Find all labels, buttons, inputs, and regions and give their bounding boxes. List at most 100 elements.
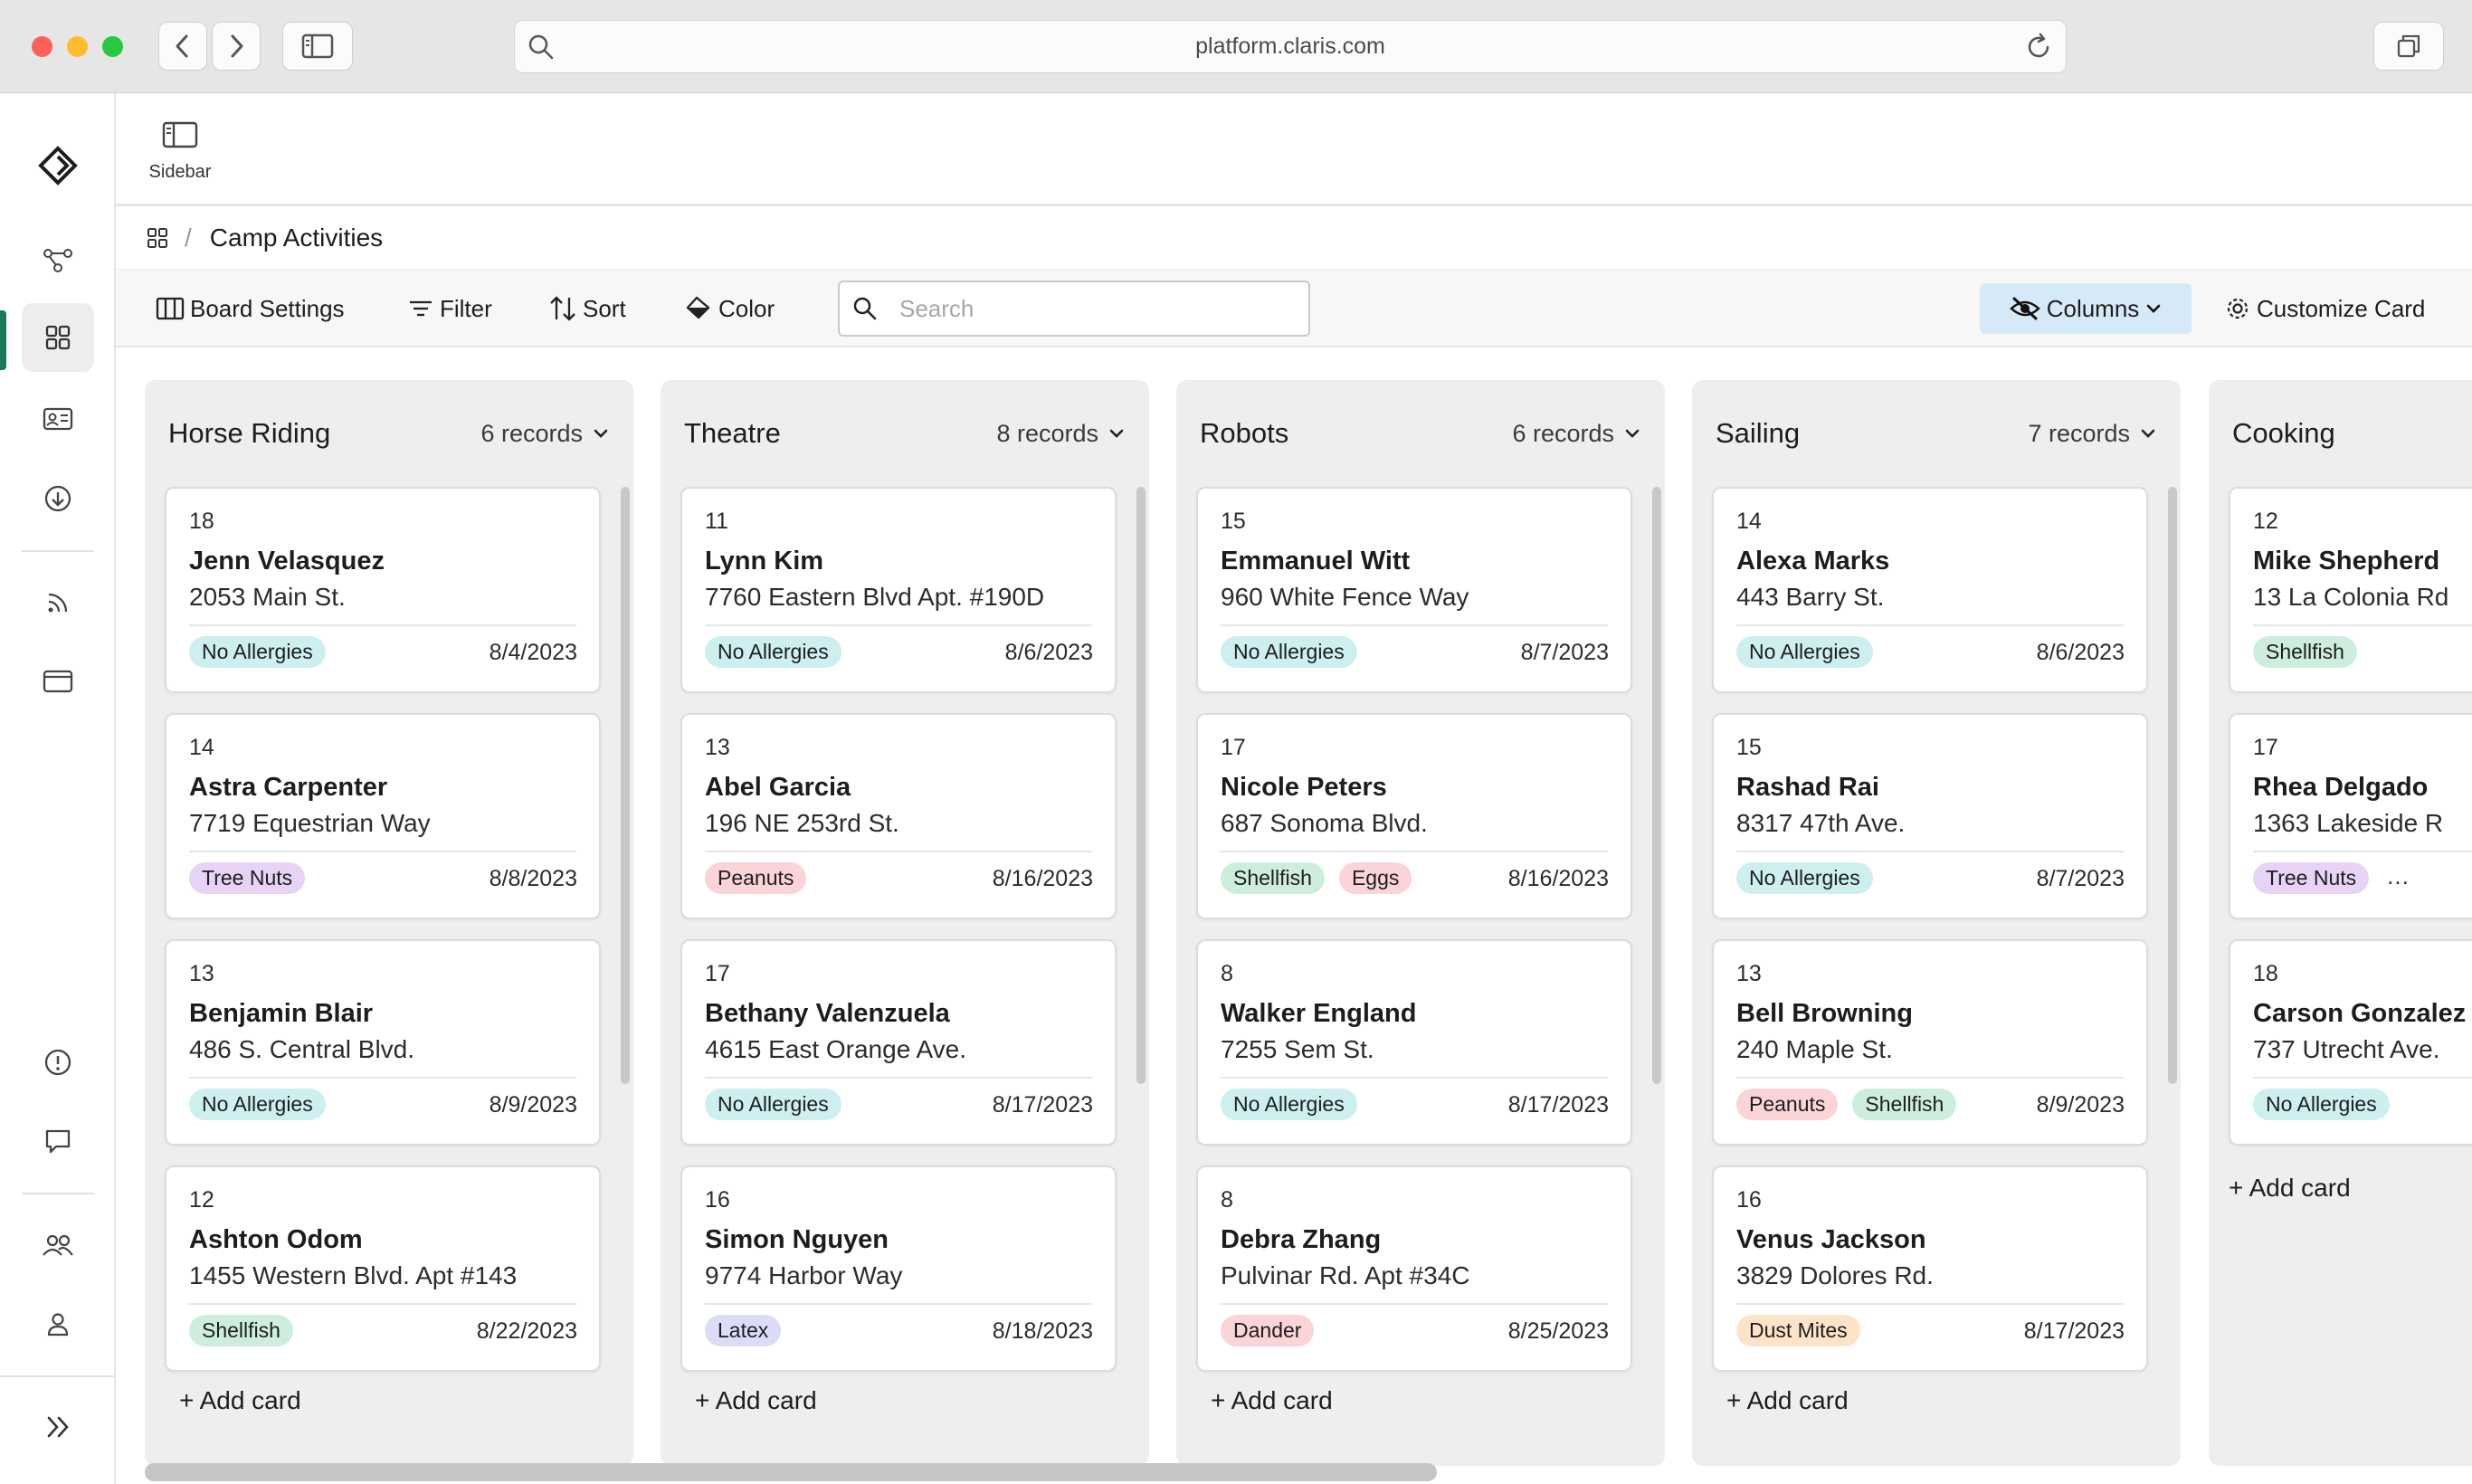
record-card[interactable]: 18 Jenn Velasquez 2053 Main St. No Allergie… bbox=[165, 487, 601, 693]
column-record-count[interactable]: 7 records bbox=[2028, 420, 2157, 448]
record-card[interactable]: 13 Benjamin Blair 486 S. Central Blvd. No A… bbox=[165, 939, 601, 1146]
card-address: 737 Utrecht Ave. bbox=[2253, 1035, 2440, 1063]
record-card[interactable]: 17 Bethany Valenzuela 4615 East Orange Ave… bbox=[680, 939, 1117, 1146]
zoom-window-button[interactable] bbox=[102, 36, 123, 57]
nav-alerts[interactable] bbox=[22, 1028, 94, 1097]
nav-account[interactable] bbox=[22, 1289, 94, 1358]
browser-sidebar-button[interactable] bbox=[282, 22, 353, 71]
add-card-button[interactable]: + Add card bbox=[1211, 1386, 1333, 1414]
record-card[interactable]: 14 Astra Carpenter 7719 Equestrian Way Tree… bbox=[165, 713, 601, 919]
record-card[interactable]: 16 Simon Nguyen 9774 Harbor Way Latex 8/18/2… bbox=[680, 1165, 1117, 1372]
add-card-button[interactable]: + Add card bbox=[1726, 1386, 1849, 1414]
customize-card-button[interactable]: Customize Card bbox=[2224, 290, 2425, 328]
address-bar[interactable]: platform.claris.com bbox=[514, 20, 2067, 73]
record-card[interactable]: 8 Walker England 7255 Sem St. No Allergies 8… bbox=[1196, 939, 1632, 1146]
tab-overview-button[interactable] bbox=[2373, 22, 2444, 71]
column-record-count[interactable]: 6 records bbox=[1512, 420, 1641, 448]
url-text: platform.claris.com bbox=[1195, 33, 1385, 59]
rss-icon bbox=[48, 593, 68, 613]
record-card[interactable]: 18 Carson Gonzalez 737 Utrecht Ave. No Alle… bbox=[2229, 939, 2472, 1146]
app-nav-rail bbox=[0, 93, 116, 1484]
add-card-button[interactable]: + Add card bbox=[695, 1386, 817, 1414]
minimize-window-button[interactable] bbox=[67, 36, 88, 57]
card-camper-name: Bell Browning bbox=[1736, 999, 1913, 1028]
forward-button[interactable] bbox=[212, 22, 261, 71]
record-count-label: 7 records bbox=[2028, 419, 2130, 447]
nav-contacts[interactable] bbox=[22, 385, 94, 453]
record-card[interactable]: 13 Bell Browning 240 Maple St. Peanuts Shell… bbox=[1712, 939, 2148, 1146]
horizontal-scrollbar[interactable] bbox=[145, 1463, 1437, 1481]
add-card-button[interactable]: + Add card bbox=[179, 1386, 301, 1414]
card-date: 8/16/2023 bbox=[992, 866, 1093, 891]
nav-feeds[interactable] bbox=[22, 568, 94, 637]
card-camper-name: Walker England bbox=[1221, 999, 1417, 1028]
card-address: 9774 Harbor Way bbox=[705, 1261, 903, 1289]
expand-rail-button[interactable] bbox=[22, 1393, 94, 1461]
record-card[interactable]: 16 Venus Jackson 3829 Dolores Rd. Dust Mite… bbox=[1712, 1165, 2148, 1372]
column-scrollbar[interactable] bbox=[2168, 487, 2177, 1084]
record-card[interactable]: 14 Alexa Marks 443 Barry St. No Allergies 8/… bbox=[1712, 487, 2148, 693]
color-button[interactable]: Color bbox=[684, 290, 775, 328]
sidebar-toggle-button[interactable]: Sidebar bbox=[148, 120, 212, 202]
active-indicator bbox=[0, 310, 6, 370]
columns-button[interactable]: Columns bbox=[1980, 283, 2192, 334]
board-column: Cooking 12 Mike Shepherd 13 La Colonia Rd Sh… bbox=[2209, 380, 2472, 1466]
allergy-tag: Tree Nuts bbox=[189, 862, 306, 894]
record-card[interactable]: 13 Abel Garcia 196 NE 253rd St. Peanuts 8/16… bbox=[680, 713, 1117, 919]
card-date: 8/8/2023 bbox=[489, 866, 577, 891]
column-scrollbar[interactable] bbox=[1652, 487, 1661, 1084]
column-scrollbar[interactable] bbox=[1136, 487, 1146, 1084]
nav-integrations[interactable] bbox=[22, 225, 94, 294]
filter-icon bbox=[410, 300, 432, 317]
close-window-button[interactable] bbox=[32, 36, 52, 57]
card-number: 12 bbox=[2253, 509, 2278, 534]
record-card[interactable]: 12 Ashton Odom 1455 Western Blvd. Apt #143… bbox=[165, 1165, 601, 1372]
column-scrollbar[interactable] bbox=[621, 487, 630, 1084]
card-camper-name: Abel Garcia bbox=[705, 773, 851, 802]
nav-feedback[interactable] bbox=[22, 1107, 94, 1175]
allergy-tag: Eggs bbox=[1338, 862, 1412, 894]
record-count-label: 8 records bbox=[996, 419, 1098, 447]
grid-icon[interactable] bbox=[147, 227, 168, 249]
card-tags: Peanuts Shellfish bbox=[1736, 1089, 1971, 1120]
column-record-count[interactable]: 6 records bbox=[480, 420, 610, 448]
column-record-count[interactable]: 8 records bbox=[996, 420, 1126, 448]
reload-icon[interactable] bbox=[2024, 33, 2053, 62]
nav-windows[interactable] bbox=[22, 647, 94, 716]
card-address: 8317 47th Ave. bbox=[1736, 809, 1906, 837]
card-divider bbox=[1221, 1077, 1608, 1079]
card-camper-name: Rhea Delgado bbox=[2253, 773, 2429, 802]
record-card[interactable]: 11 Lynn Kim 7760 Eastern Blvd Apt. #190D No… bbox=[680, 487, 1117, 693]
card-date: 8/4/2023 bbox=[489, 640, 577, 665]
chevron-right-icon bbox=[231, 34, 243, 58]
sidebar-label: Sidebar bbox=[148, 162, 212, 182]
search-field[interactable] bbox=[838, 281, 1310, 337]
allergy-tag: No Allergies bbox=[705, 636, 841, 668]
nav-apps[interactable] bbox=[22, 303, 94, 372]
filter-button[interactable]: Filter bbox=[407, 290, 492, 328]
card-number: 12 bbox=[189, 1187, 214, 1213]
nav-team[interactable] bbox=[22, 1211, 94, 1279]
back-button[interactable] bbox=[158, 22, 207, 71]
nav-downloads[interactable] bbox=[22, 464, 94, 533]
search-input[interactable] bbox=[898, 293, 1281, 324]
record-card[interactable]: 12 Mike Shepherd 13 La Colonia Rd Shellfish bbox=[2229, 487, 2472, 693]
add-card-button[interactable]: + Add card bbox=[2229, 1174, 2351, 1202]
card-camper-name: Nicole Peters bbox=[1221, 773, 1387, 802]
card-divider bbox=[189, 1077, 576, 1079]
board-column: Horse Riding 6 records 18 Jenn Velasquez 205… bbox=[145, 380, 633, 1466]
record-card[interactable]: 15 Emmanuel Witt 960 White Fence Way No All… bbox=[1196, 487, 1632, 693]
record-card[interactable]: 17 Nicole Peters 687 Sonoma Blvd. Shellfish… bbox=[1196, 713, 1632, 919]
board-settings-button[interactable]: Board Settings bbox=[156, 290, 345, 328]
card-divider bbox=[1221, 851, 1608, 852]
card-date: 8/18/2023 bbox=[992, 1318, 1093, 1344]
allergy-tag: No Allergies bbox=[1221, 1089, 1357, 1120]
record-card[interactable]: 15 Rashad Rai 8317 47th Ave. No Allergies 8/… bbox=[1712, 713, 2148, 919]
sort-button[interactable]: Sort bbox=[548, 290, 626, 328]
record-card[interactable]: 17 Rhea Delgado 1363 Lakeside R Tree Nuts..… bbox=[2229, 713, 2472, 919]
claris-logo[interactable] bbox=[22, 131, 94, 200]
sidebar-icon bbox=[162, 121, 198, 148]
record-card[interactable]: 8 Debra Zhang Pulvinar Rd. Apt #34C Dander 8… bbox=[1196, 1165, 1632, 1372]
more-tags-indicator[interactable]: ... bbox=[2387, 862, 2410, 889]
allergy-tag: No Allergies bbox=[2253, 1089, 2390, 1120]
